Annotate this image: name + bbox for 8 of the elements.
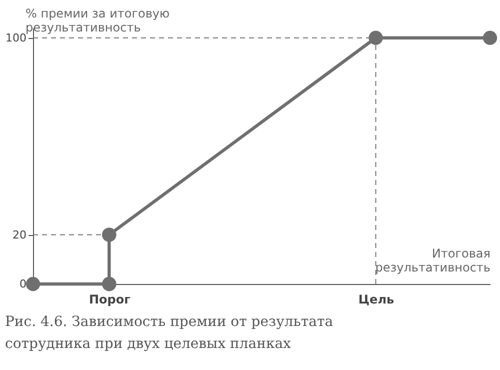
y-tick-label: 0 bbox=[20, 278, 26, 290]
x-tick-label: Цель bbox=[358, 292, 394, 306]
y-axis-title: % премии за итоговую результативность bbox=[26, 6, 170, 34]
text: Рис. 4.6. Зависимость премии от результата сотрудника при двух целевых планках bbox=[5, 314, 334, 352]
x-axis-title: Итоговая результативность bbox=[375, 246, 490, 274]
x-tick-label: Порог bbox=[88, 292, 130, 306]
y-tick-label: 20 bbox=[12, 228, 26, 242]
y-tick-label: 100 bbox=[6, 31, 26, 44]
